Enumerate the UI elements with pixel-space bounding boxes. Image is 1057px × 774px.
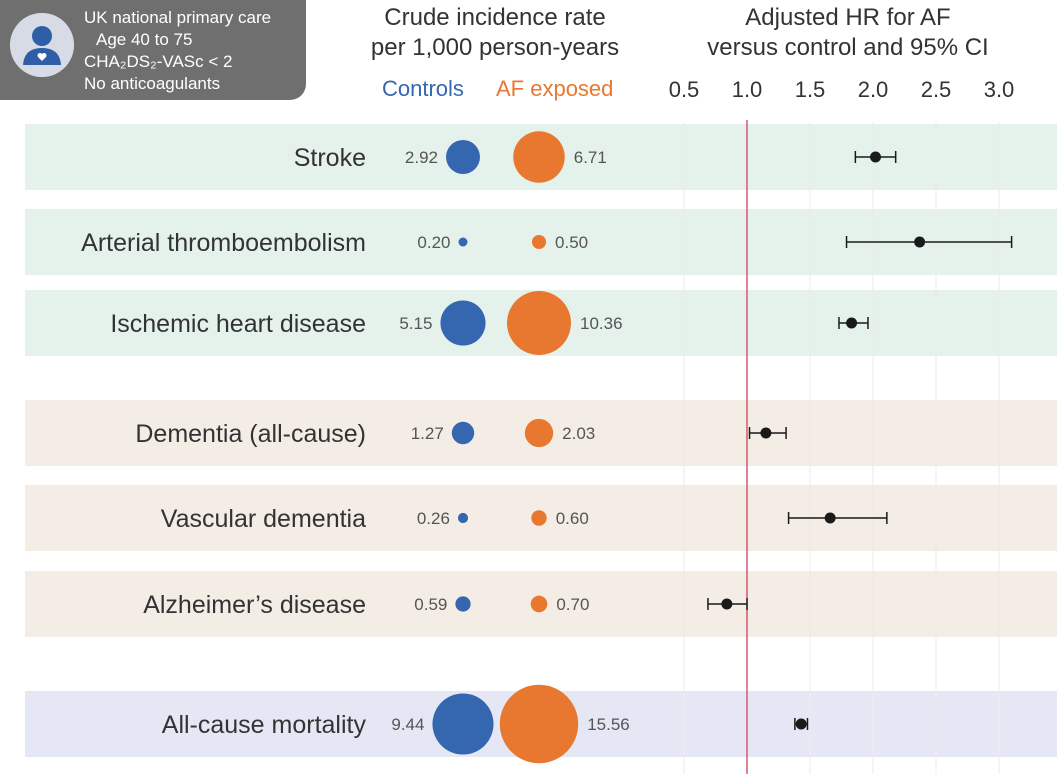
af-rate-bubble — [524, 418, 554, 448]
af-rate-bubble — [531, 510, 547, 526]
incidence-header-line2: per 1,000 person-years — [370, 34, 620, 61]
af-rate-label: 0.50 — [555, 233, 588, 252]
outcome-label: Dementia (all-cause) — [135, 420, 366, 448]
outcome-label: All-cause mortality — [162, 711, 367, 739]
incidence-header-line1: Crude incidence rate — [384, 4, 606, 31]
legend-af-exposed: AF exposed — [496, 76, 614, 101]
hr-point — [846, 317, 858, 329]
hr-tick-label: 2.0 — [858, 77, 889, 102]
controls-rate-bubble — [446, 140, 480, 174]
hr-point — [914, 236, 926, 248]
af-rate-label: 10.36 — [580, 314, 623, 333]
hr-tick-label: 3.0 — [984, 77, 1015, 102]
hr-point — [721, 598, 733, 610]
controls-rate-bubble — [432, 693, 494, 755]
hr-tick-label: 2.5 — [921, 77, 952, 102]
controls-rate-label: 9.44 — [391, 715, 424, 734]
controls-rate-bubble — [457, 512, 469, 524]
hr-tick-label: 1.0 — [732, 77, 763, 102]
controls-rate-label: 5.15 — [399, 314, 432, 333]
hr-header-line1: Adjusted HR for AF — [745, 4, 951, 31]
af-rate-label: 0.60 — [556, 509, 589, 528]
outcome-label: Vascular dementia — [161, 505, 366, 533]
af-rate-label: 15.56 — [587, 715, 630, 734]
af-rate-label: 2.03 — [562, 424, 595, 443]
controls-rate-bubble — [455, 596, 471, 612]
cohort-badge: UK national primary care Age 40 to 75 CH… — [0, 0, 306, 100]
af-rate-bubble — [507, 291, 571, 355]
controls-rate-label: 1.27 — [411, 424, 444, 443]
hr-point — [870, 151, 882, 163]
cohort-line-age: Age 40 to 75 — [96, 30, 193, 49]
controls-rate-bubble — [451, 421, 475, 445]
outcome-label: Stroke — [294, 144, 366, 172]
hr-point — [795, 718, 807, 730]
cohort-line-population: UK national primary care — [84, 8, 272, 27]
outcome-label: Arterial thromboembolism — [81, 229, 366, 257]
controls-rate-label: 0.59 — [414, 595, 447, 614]
cohort-line-risk-score: CHA₂DS₂-VASc < 2 — [84, 52, 233, 71]
af-rate-bubble — [513, 131, 565, 183]
controls-rate-bubble — [440, 300, 486, 346]
controls-rate-label: 0.26 — [417, 509, 450, 528]
controls-rate-bubble — [458, 237, 468, 247]
af-rate-label: 6.71 — [574, 148, 607, 167]
af-rate-bubble — [499, 684, 579, 764]
outcome-label: Ischemic heart disease — [110, 310, 366, 338]
hr-tick-label: 0.5 — [669, 77, 700, 102]
hr-header-line2: versus control and 95% CI — [707, 34, 989, 61]
af-rate-bubble — [531, 234, 547, 250]
incidence-header: Crude incidence rate per 1,000 person-ye… — [345, 3, 645, 63]
hr-point — [824, 512, 836, 524]
af-rate-bubble — [530, 595, 548, 613]
controls-rate-label: 2.92 — [405, 148, 438, 167]
hr-tick-label: 1.5 — [795, 77, 826, 102]
patient-avatar-icon — [10, 13, 74, 77]
cohort-line-anticoagulants: No anticoagulants — [84, 74, 221, 93]
hr-header: Adjusted HR for AF versus control and 95… — [668, 3, 1028, 63]
af-rate-label: 0.70 — [556, 595, 589, 614]
legend-controls: Controls — [382, 76, 464, 101]
controls-rate-label: 0.20 — [417, 233, 450, 252]
outcome-label: Alzheimer’s disease — [143, 591, 366, 619]
hr-point — [760, 427, 772, 439]
